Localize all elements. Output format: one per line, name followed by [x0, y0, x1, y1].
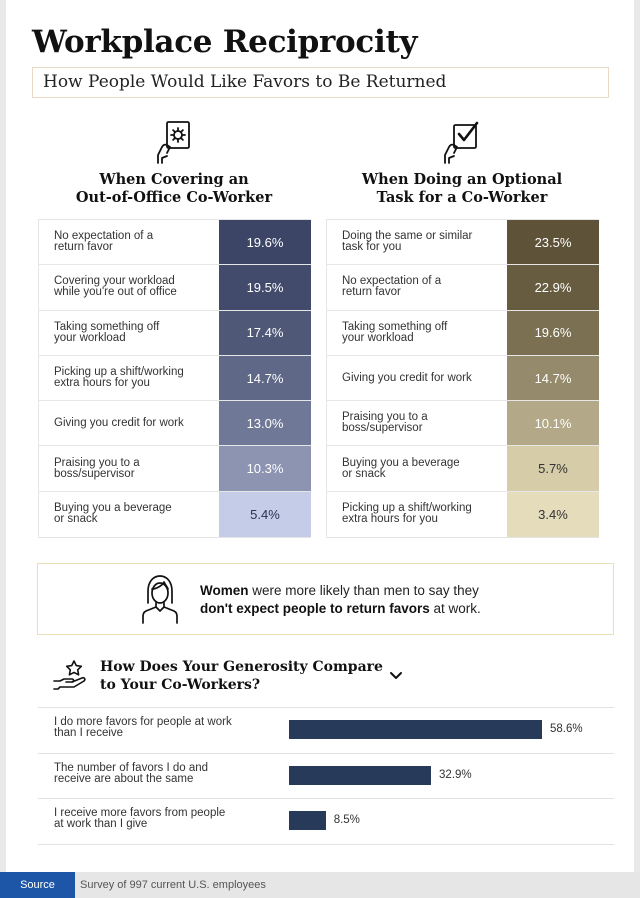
callout-text-2: at work. — [429, 601, 481, 616]
generosity-title-line1: How Does Your Generosity Compare — [100, 659, 383, 675]
bar-row: I receive more favors from people at wor… — [38, 799, 614, 845]
row-value: 5.7% — [507, 446, 599, 491]
chevron-down-icon[interactable] — [389, 668, 403, 686]
table-row: Giving you credit for work 13.0% — [38, 401, 311, 447]
source-text: Survey of 997 current U.S. employees — [80, 879, 266, 891]
bar-row: I do more favors for people at work than… — [38, 708, 614, 754]
row-value: 10.3% — [219, 446, 311, 491]
source-footer: Source Survey of 997 current U.S. employ… — [0, 872, 640, 898]
table-row: No expectation of a return favor 22.9% — [326, 265, 599, 311]
row-value: 19.5% — [219, 265, 311, 310]
row-value: 17.4% — [219, 310, 311, 355]
bar — [289, 765, 432, 785]
row-value: 22.9% — [507, 265, 599, 310]
row-value: 14.7% — [507, 355, 599, 401]
page-title: Workplace Reciprocity — [32, 24, 418, 60]
table-row: Praising you to a boss/supervisor 10.1% — [326, 401, 599, 447]
row-value: 13.0% — [219, 401, 311, 446]
source-label: Source — [0, 872, 75, 898]
table-row: Picking up a shift/working extra hours f… — [326, 491, 599, 538]
bar-row: The number of favors I do and receive ar… — [38, 754, 614, 799]
callout-text-1: were more likely than men to say they — [248, 583, 479, 598]
generosity-title-line2: to Your Co-Workers? — [100, 677, 261, 693]
row-label: Taking something off your workload — [38, 310, 219, 355]
row-label: Taking something off your workload — [326, 310, 507, 355]
generosity-bar-chart: I do more favors for people at work than… — [38, 707, 614, 845]
row-label: Giving you credit for work — [38, 401, 219, 446]
bar-category-label: I do more favors for people at work than… — [54, 716, 232, 739]
table-row: Taking something off your workload 19.6% — [326, 310, 599, 356]
hand-holding-gear-icon — [150, 119, 196, 170]
table-row: Buying you a beverage or snack 5.4% — [38, 491, 311, 538]
women-callout: Women were more likely than men to say t… — [37, 563, 614, 635]
left-title-line1: When Covering an — [99, 171, 249, 188]
callout-bold-women: Women — [200, 583, 249, 598]
table-row: Doing the same or similar task for you 23… — [326, 220, 599, 266]
right-panel-title: When Doing an Optional Task for a Co-Wor… — [326, 171, 598, 207]
row-value: 19.6% — [219, 220, 311, 265]
callout-bold-favors: don't expect people to return favors — [200, 601, 430, 616]
row-label: Praising you to a boss/supervisor — [326, 401, 507, 446]
right-title-line2: Task for a Co-Worker — [376, 189, 548, 206]
table-row: Covering your workload while you're out … — [38, 265, 311, 311]
bar — [289, 811, 326, 830]
row-value: 5.4% — [219, 491, 311, 538]
subtitle-box: How People Would Like Favors to Be Retur… — [32, 67, 609, 98]
row-label: Praising you to a boss/supervisor — [38, 446, 219, 491]
bar-value-label: 8.5% — [333, 814, 360, 826]
left-panel-title: When Covering an Out-of-Office Co-Worker — [38, 171, 310, 207]
right-table: Doing the same or similar task for you 23… — [326, 219, 599, 539]
table-row: No expectation of a return favor 19.6% — [38, 220, 311, 266]
bar-category-label: The number of favors I do and receive ar… — [54, 761, 209, 785]
left-table: No expectation of a return favor 19.6% Cov… — [38, 219, 311, 539]
bar-value-label: 32.9% — [439, 768, 472, 781]
row-value: 3.4% — [507, 491, 599, 538]
row-label: Picking up a shift/working extra hours f… — [326, 491, 507, 538]
bar — [289, 720, 542, 739]
row-label: Buying you a beverage or snack — [38, 491, 219, 538]
left-title-line2: Out-of-Office Co-Worker — [75, 189, 273, 206]
row-value: 23.5% — [507, 220, 599, 265]
right-title-line1: When Doing an Optional — [361, 171, 563, 188]
bar-value-label: 58.6% — [550, 723, 583, 735]
table-row: Praising you to a boss/supervisor 10.3% — [38, 446, 311, 492]
table-row: Taking something off your workload 17.4% — [38, 310, 311, 356]
row-label: Picking up a shift/working extra hours f… — [38, 355, 219, 401]
table-row: Giving you credit for work 14.7% — [326, 355, 599, 402]
row-label: Giving you credit for work — [326, 355, 507, 401]
table-row: Picking up a shift/working extra hours f… — [38, 355, 311, 402]
callout-text: Women were more likely than men to say t… — [200, 582, 481, 618]
row-label: Doing the same or similar task for you — [326, 220, 507, 265]
row-value: 14.7% — [219, 355, 311, 401]
bar-category-label: I receive more favors from people at wor… — [54, 807, 226, 830]
hand-holding-checklist-icon — [437, 119, 483, 170]
woman-avatar-icon — [140, 573, 180, 630]
table-row: Buying you a beverage or snack 5.7% — [326, 446, 599, 492]
row-label: Buying you a beverage or snack — [326, 446, 507, 491]
row-label: No expectation of a return favor — [326, 265, 507, 310]
row-value: 19.6% — [507, 310, 599, 355]
row-label: Covering your workload while you're out … — [38, 265, 219, 310]
hand-holding-star-icon — [52, 659, 92, 698]
row-value: 10.1% — [507, 401, 599, 446]
generosity-title: How Does Your Generosity Compare to Your… — [100, 658, 383, 694]
row-label: No expectation of a return favor — [38, 220, 219, 265]
page-subtitle: How People Would Like Favors to Be Retur… — [43, 72, 447, 92]
